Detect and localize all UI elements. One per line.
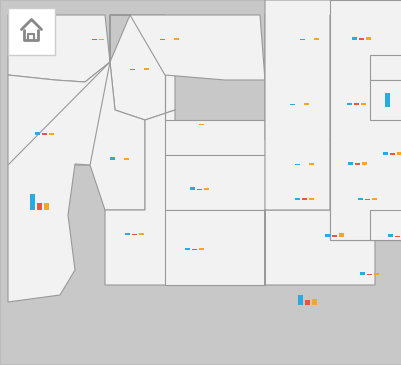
Bar bbox=[362, 162, 367, 165]
Polygon shape bbox=[329, 210, 401, 240]
Polygon shape bbox=[369, 210, 401, 240]
Bar bbox=[348, 162, 352, 165]
Bar bbox=[304, 103, 309, 105]
Bar bbox=[199, 248, 204, 250]
Bar bbox=[43, 133, 47, 135]
Bar bbox=[302, 197, 307, 200]
Bar bbox=[339, 233, 344, 237]
Polygon shape bbox=[8, 62, 115, 302]
Bar bbox=[387, 234, 393, 237]
Bar bbox=[174, 38, 179, 40]
Polygon shape bbox=[8, 62, 115, 165]
Bar bbox=[372, 198, 377, 200]
Bar bbox=[190, 187, 195, 190]
Bar bbox=[395, 236, 399, 237]
Bar bbox=[383, 152, 387, 155]
Bar bbox=[298, 295, 303, 305]
Bar bbox=[332, 235, 337, 237]
Polygon shape bbox=[264, 0, 374, 285]
Bar bbox=[110, 157, 115, 160]
Bar bbox=[346, 103, 352, 105]
Bar bbox=[124, 158, 129, 160]
Bar bbox=[367, 274, 372, 275]
Bar bbox=[358, 38, 364, 40]
Bar bbox=[144, 68, 149, 70]
Polygon shape bbox=[164, 75, 264, 155]
Polygon shape bbox=[264, 80, 369, 140]
Bar bbox=[295, 198, 300, 200]
Bar bbox=[8, 8, 55, 55]
Bar bbox=[49, 133, 55, 135]
Bar bbox=[305, 300, 310, 305]
Bar bbox=[352, 37, 356, 40]
Bar bbox=[354, 163, 360, 165]
Bar bbox=[125, 233, 130, 235]
Polygon shape bbox=[329, 15, 401, 80]
Bar bbox=[160, 39, 165, 40]
Bar bbox=[300, 39, 305, 40]
Bar bbox=[397, 152, 401, 155]
Polygon shape bbox=[264, 210, 374, 285]
Bar bbox=[309, 198, 314, 200]
Bar bbox=[385, 93, 389, 107]
Polygon shape bbox=[264, 180, 369, 210]
Bar bbox=[132, 234, 137, 235]
Polygon shape bbox=[264, 15, 369, 80]
Polygon shape bbox=[110, 15, 174, 120]
Bar bbox=[295, 164, 300, 165]
Bar bbox=[389, 153, 395, 155]
Polygon shape bbox=[369, 55, 401, 80]
Polygon shape bbox=[264, 140, 369, 180]
Bar bbox=[92, 39, 97, 40]
Polygon shape bbox=[164, 210, 264, 285]
Polygon shape bbox=[329, 80, 401, 140]
Polygon shape bbox=[329, 120, 401, 210]
Bar bbox=[358, 198, 363, 200]
Bar bbox=[360, 103, 366, 105]
Bar bbox=[309, 163, 314, 165]
Bar bbox=[30, 195, 35, 210]
Bar bbox=[199, 124, 204, 125]
Bar bbox=[314, 38, 319, 40]
Bar bbox=[139, 233, 144, 235]
Polygon shape bbox=[8, 15, 110, 82]
Polygon shape bbox=[110, 15, 264, 80]
Bar bbox=[365, 199, 370, 200]
Bar bbox=[197, 189, 202, 190]
Bar bbox=[360, 272, 365, 275]
Bar bbox=[59, 269, 64, 270]
Bar bbox=[37, 203, 43, 210]
Bar bbox=[99, 39, 104, 40]
Bar bbox=[35, 132, 41, 135]
Bar bbox=[354, 103, 358, 105]
Bar bbox=[312, 299, 317, 305]
Bar bbox=[366, 36, 371, 40]
Polygon shape bbox=[369, 80, 401, 120]
Bar bbox=[192, 249, 197, 250]
Bar bbox=[290, 104, 295, 105]
Bar bbox=[45, 203, 49, 210]
Polygon shape bbox=[90, 62, 145, 210]
Bar bbox=[204, 188, 209, 190]
Bar bbox=[374, 273, 379, 275]
Bar bbox=[185, 247, 190, 250]
Polygon shape bbox=[164, 155, 264, 210]
Bar bbox=[325, 234, 330, 237]
Polygon shape bbox=[105, 110, 174, 285]
Polygon shape bbox=[329, 0, 401, 240]
Bar bbox=[130, 69, 135, 70]
